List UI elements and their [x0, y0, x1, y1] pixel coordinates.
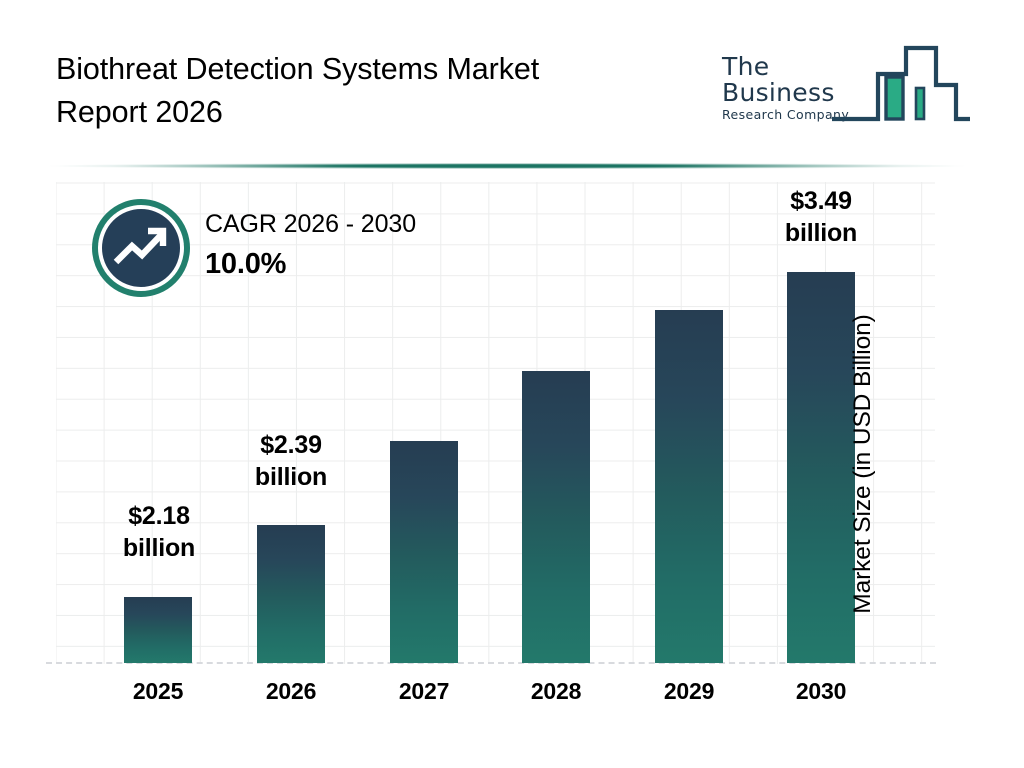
- bar-2028: [522, 371, 590, 663]
- xtick-2029: 2029: [663, 678, 715, 704]
- cagr-value: 10.0%: [205, 247, 287, 280]
- bar-chart-outline-icon: [832, 45, 970, 122]
- header: Biothreat Detection Systems Market Repor…: [0, 0, 1024, 156]
- page-title: Biothreat Detection Systems Market Repor…: [56, 52, 540, 130]
- company-logo: The Business Research Company: [722, 34, 972, 126]
- value-label-2026: $2.39 billion: [254, 431, 328, 491]
- bar-2029: [655, 310, 723, 663]
- xtick-2028: 2028: [530, 678, 582, 704]
- xtick-2027: 2027: [398, 678, 450, 704]
- cagr-text-block: CAGR 2026 - 2030 10.0%: [205, 208, 505, 284]
- logo-wordmark: The Business Research Company: [722, 52, 874, 122]
- chart-baseline: [46, 662, 936, 664]
- value-label-2025: $2.18 billion: [122, 502, 196, 562]
- logo-line-2: Research Company: [722, 106, 850, 122]
- logo-line-1: The Business: [722, 52, 835, 108]
- bar-2026: [257, 525, 325, 663]
- bar-2027: [390, 441, 458, 663]
- cagr-badge: CAGR 2026 - 2030 10.0%: [92, 199, 512, 309]
- bar-2025: [124, 597, 192, 663]
- xtick-2025: 2025: [132, 678, 184, 704]
- value-label-2030: $3.49 billion: [784, 187, 858, 247]
- xtick-2030: 2030: [795, 678, 847, 704]
- trending-up-arrow-icon: [92, 199, 190, 297]
- bar-2030: [787, 272, 855, 663]
- cagr-period-label: CAGR 2026 - 2030: [205, 210, 417, 238]
- xtick-2026: 2026: [265, 678, 317, 704]
- y-axis-label: Market Size (in USD Billion): [849, 314, 876, 614]
- header-divider: [46, 163, 968, 169]
